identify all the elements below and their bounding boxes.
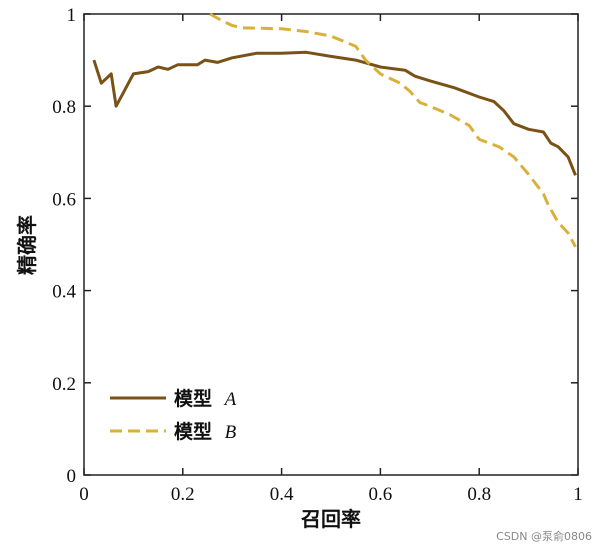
y-tick-label: 0.6	[52, 189, 76, 210]
x-tick-labels: 0 0.2 0.4 0.6 0.8 1	[79, 484, 583, 505]
legend-label-b-suffix: B	[225, 422, 237, 443]
series-lines	[92, 12, 577, 248]
x-tick-label: 0.4	[270, 484, 294, 505]
x-tick-label: 0.6	[369, 484, 393, 505]
y-tick-label: 0.4	[52, 282, 76, 303]
tick-marks	[83, 13, 579, 476]
x-axis-label: 召回率	[300, 507, 361, 531]
legend-label-a-suffix: A	[223, 389, 237, 410]
plot-frame	[83, 13, 579, 476]
legend-label-a: 模型 A	[174, 387, 237, 410]
x-tick-label: 1	[573, 484, 583, 505]
legend-label-b: 模型 B	[174, 420, 237, 443]
y-tick-label: 0	[67, 466, 77, 487]
series-line-b	[209, 12, 577, 248]
y-tick-label: 1	[67, 5, 77, 26]
legend-label-b-name: 模型	[174, 420, 212, 443]
y-tick-labels: 0 0.2 0.4 0.6 0.8 1	[52, 5, 76, 487]
y-tick-label: 0.2	[52, 374, 76, 395]
y-axis-label: 精确率	[15, 215, 39, 275]
series-line-a	[92, 50, 577, 176]
y-tick-label: 0.8	[52, 97, 76, 118]
x-tick-label: 0	[79, 484, 89, 505]
legend-label-a-name: 模型	[174, 387, 212, 410]
legend: 模型 A 模型 B	[110, 387, 237, 443]
x-tick-label: 0.8	[467, 484, 491, 505]
x-tick-label: 0.2	[171, 484, 195, 505]
watermark: CSDN @泵俞0806	[496, 529, 592, 543]
